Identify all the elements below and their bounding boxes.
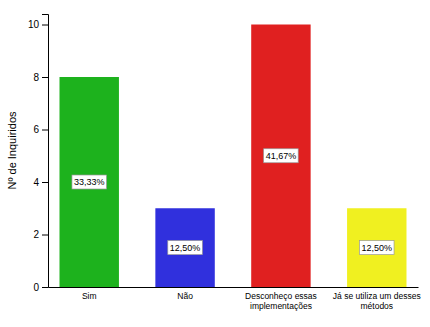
x-tick: Não xyxy=(177,291,193,301)
y-tick-mark xyxy=(42,25,48,26)
y-tick-mark xyxy=(42,182,48,183)
x-tick: Sim xyxy=(82,291,97,301)
bars xyxy=(60,25,407,288)
y-tick: 10 xyxy=(28,19,48,30)
x-tick-label-line: métodos xyxy=(360,301,393,311)
x-tick-label: Sim xyxy=(82,291,97,301)
x-tick-label: Desconheço essasimplementações xyxy=(245,291,317,311)
y-tick: 2 xyxy=(33,229,48,240)
annotation-box xyxy=(168,241,203,255)
y-axis-line xyxy=(42,15,49,288)
annotation-box xyxy=(264,149,299,163)
annotation-text: 33,33% xyxy=(74,177,105,187)
x-axis: Sim Não Desconheço essasimplementações Já s… xyxy=(49,288,421,311)
annotation-text: 12,50% xyxy=(362,243,393,253)
y-tick: 0 xyxy=(33,282,48,293)
y-tick-label: 0 xyxy=(33,282,39,293)
annotation: 12,50% xyxy=(360,241,395,255)
chart: 0 2 4 6 8 10 Sim Não Desconheço essasimplementaç… xyxy=(0,0,430,327)
annotation-text: 12,50% xyxy=(170,243,201,253)
x-tick-label-line: Já se utiliza um desses xyxy=(333,291,421,301)
y-tick: 4 xyxy=(33,177,48,188)
annotation-box xyxy=(72,175,107,189)
bar xyxy=(60,77,119,287)
y-tick-label: 4 xyxy=(33,177,39,188)
annotation-box xyxy=(360,241,395,255)
annotation: 41,67% xyxy=(264,149,299,163)
bar xyxy=(251,25,310,288)
x-tick-label-line: Não xyxy=(177,291,193,301)
y-tick-mark xyxy=(42,287,48,288)
y-tick-label: 10 xyxy=(28,19,40,30)
bar xyxy=(347,208,406,287)
x-axis-line xyxy=(49,287,419,288)
x-tick-label-line: implementações xyxy=(250,301,312,311)
plot-area: 0 2 4 6 8 10 Sim Não Desconheço essasimplementaç… xyxy=(28,15,421,311)
annotation: 12,50% xyxy=(168,241,203,255)
y-axis-title: Nº de Inquiridos xyxy=(6,111,18,190)
x-tick-label-line: Sim xyxy=(82,291,97,301)
annotation: 33,33% xyxy=(72,175,107,189)
x-tick-label: Já se utiliza um dessesmétodos xyxy=(333,291,421,311)
x-tick: Desconheço essasimplementações xyxy=(245,291,317,311)
annotation-text: 41,67% xyxy=(266,151,297,161)
y-tick: 6 xyxy=(33,124,48,135)
y-tick: 8 xyxy=(33,72,48,83)
y-tick-label: 8 xyxy=(33,72,39,83)
y-tick-label: 6 xyxy=(33,124,39,135)
x-tick-label: Não xyxy=(177,291,193,301)
y-tick-mark xyxy=(42,130,48,131)
y-tick-mark xyxy=(42,235,48,236)
y-tick-mark xyxy=(42,77,48,78)
y-tick-label: 2 xyxy=(33,229,39,240)
bar xyxy=(155,208,214,287)
x-tick-label-line: Desconheço essas xyxy=(245,291,317,301)
x-tick: Já se utiliza um dessesmétodos xyxy=(333,291,421,311)
y-axis: 0 2 4 6 8 10 xyxy=(28,15,49,293)
annotations: 33,33% 12,50% 41,67% 12,50% xyxy=(72,149,394,255)
